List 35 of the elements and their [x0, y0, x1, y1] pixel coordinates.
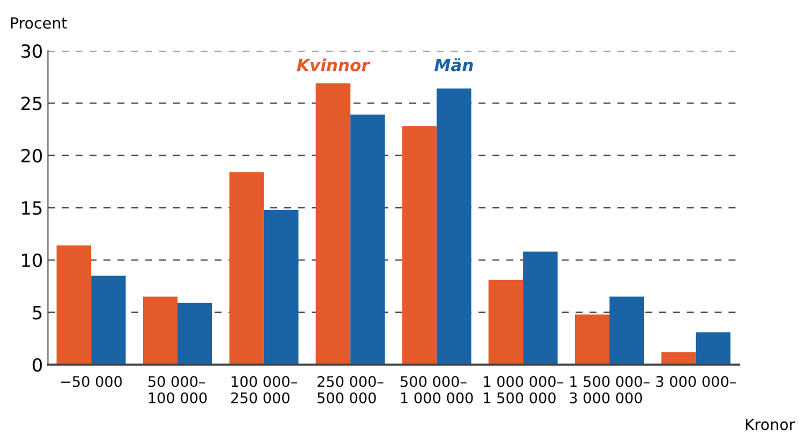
bar: [436, 88, 472, 365]
y-tick-label: 20: [21, 148, 42, 163]
x-tick-label: 3 000 000–: [656, 376, 736, 388]
bar: [350, 114, 385, 365]
bar: [316, 83, 350, 365]
bar: [178, 302, 212, 365]
x-tick-label: 50 000– 100 000: [148, 376, 207, 404]
y-tick-label: 30: [21, 44, 42, 58]
y-tick-label: 15: [22, 201, 42, 215]
y-axis-title: Procent: [11, 17, 67, 29]
x-tick-label: 1 500 000– 3 000 000: [570, 376, 650, 404]
x-tick-label: 100 000– 250 000: [231, 376, 298, 404]
bar: [229, 172, 264, 365]
series-label: Män: [434, 58, 473, 72]
bar: [264, 210, 298, 365]
series-label: Kvinnor: [296, 58, 370, 72]
bar: [142, 296, 178, 365]
y-tick-label: 0: [32, 358, 42, 372]
y-tick-label: 5: [32, 306, 42, 320]
bar: [609, 296, 644, 365]
y-tick-label: 10: [22, 254, 42, 268]
x-axis-title: Kronor: [746, 418, 796, 430]
bar: [696, 332, 730, 365]
x-tick-label: 1 000 000– 1 500 000: [484, 376, 564, 404]
bar: [488, 280, 524, 365]
bar: [574, 314, 610, 365]
bar: [56, 245, 92, 365]
x-tick-label: −50 000: [61, 376, 122, 388]
bar: [402, 126, 437, 365]
bar: [91, 276, 126, 365]
x-tick-label: 500 000– 1 000 000: [400, 376, 473, 404]
y-tick-label: 25: [21, 96, 42, 110]
bar: [523, 252, 558, 365]
bar: [661, 352, 696, 365]
x-tick-label: 250 000– 500 000: [318, 376, 384, 404]
